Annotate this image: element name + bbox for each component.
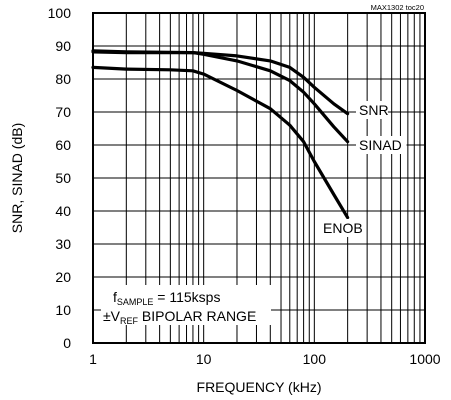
x-tick-label: 1000 <box>409 351 440 367</box>
y-tick-label: 40 <box>55 203 71 219</box>
y-tick-label: 20 <box>55 269 71 285</box>
series-line <box>91 65 350 220</box>
series-label-bg <box>356 136 407 154</box>
x-tick-label: 10 <box>196 351 212 367</box>
y-tick-label: 30 <box>55 236 71 252</box>
series-label: SNR <box>359 102 389 118</box>
x-tick-label: 100 <box>303 351 327 367</box>
y-axis-title: SNR, SINAD (dB) <box>9 123 25 233</box>
annotation-range: ±VREF BIPOLAR RANGE <box>103 308 256 326</box>
y-tick-label: 90 <box>55 38 71 54</box>
series-label: ENOB <box>323 220 363 236</box>
y-tick-label: 100 <box>48 5 72 21</box>
annotation-box <box>101 285 271 325</box>
figure-tag: MAX1302 toc20 <box>371 3 424 12</box>
plot-frame <box>92 12 426 344</box>
y-tick-label: 50 <box>55 170 71 186</box>
series-line <box>91 50 350 144</box>
y-tick-label: 80 <box>55 71 71 87</box>
series-label-bg <box>356 101 388 119</box>
x-tick-label: 1 <box>89 351 97 367</box>
y-tick-label: 60 <box>55 137 71 153</box>
series-label: SINAD <box>359 137 402 153</box>
x-axis-title: FREQUENCY (kHz) <box>197 379 322 395</box>
y-tick-label: 0 <box>63 335 71 351</box>
series-label-bg <box>320 219 362 237</box>
y-tick-label: 70 <box>55 104 71 120</box>
annotation-sample-rate: fSAMPLE = 115ksps <box>113 289 220 307</box>
y-tick-label: 10 <box>55 302 71 318</box>
series-lines: SNR SINAD ENOB <box>91 49 407 237</box>
